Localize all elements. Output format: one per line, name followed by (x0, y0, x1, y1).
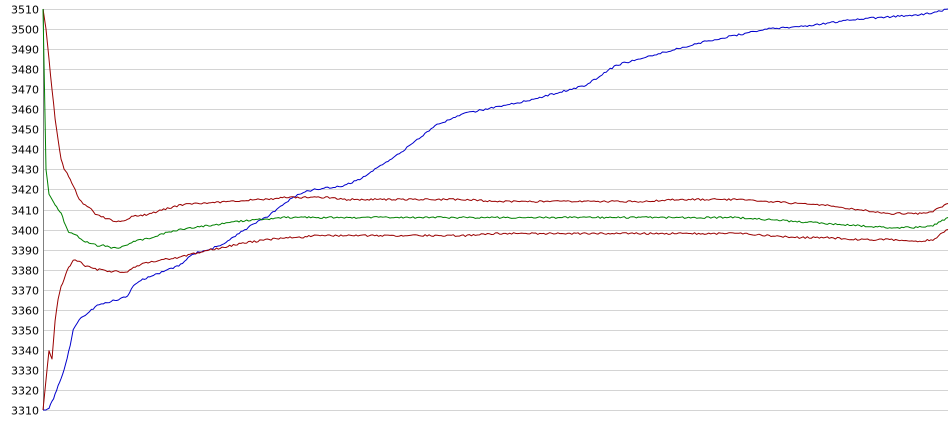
series-line-3 (42, 8, 949, 249)
y-tick-label: 3320 (11, 385, 39, 398)
y-tick-label: 3430 (11, 164, 39, 177)
y-tick-label: 3400 (11, 225, 39, 238)
y-tick-label: 3490 (11, 44, 39, 57)
y-tick-label: 3360 (11, 305, 39, 318)
y-tick-label: 3500 (11, 24, 39, 37)
series-line-4 (42, 229, 949, 411)
series-line-1 (43, 8, 949, 411)
y-tick-label: 3460 (11, 104, 39, 117)
grid-layer (43, 9, 948, 411)
y-tick-label: 3480 (11, 64, 39, 77)
y-tick-label: 3340 (11, 345, 39, 358)
y-tick-label: 3310 (11, 405, 39, 418)
y-tick-label: 3370 (11, 285, 39, 298)
y-tick-labels: 3310 3320 3330 3340 3350 3360 3370 3380 3390 3400… (11, 4, 39, 418)
series-layer (42, 8, 949, 411)
y-tick-label: 3350 (11, 325, 39, 338)
y-tick-label: 3390 (11, 245, 39, 258)
y-tick-label: 3330 (11, 365, 39, 378)
y-tick-label: 3470 (11, 84, 39, 97)
y-tick-label: 3510 (11, 4, 39, 17)
series-line-2 (42, 8, 949, 223)
y-tick-label: 3450 (11, 124, 39, 137)
y-tick-label: 3440 (11, 144, 39, 157)
y-tick-label: 3410 (11, 205, 39, 218)
y-tick-label: 3380 (11, 265, 39, 278)
y-tick-label: 3420 (11, 184, 39, 197)
